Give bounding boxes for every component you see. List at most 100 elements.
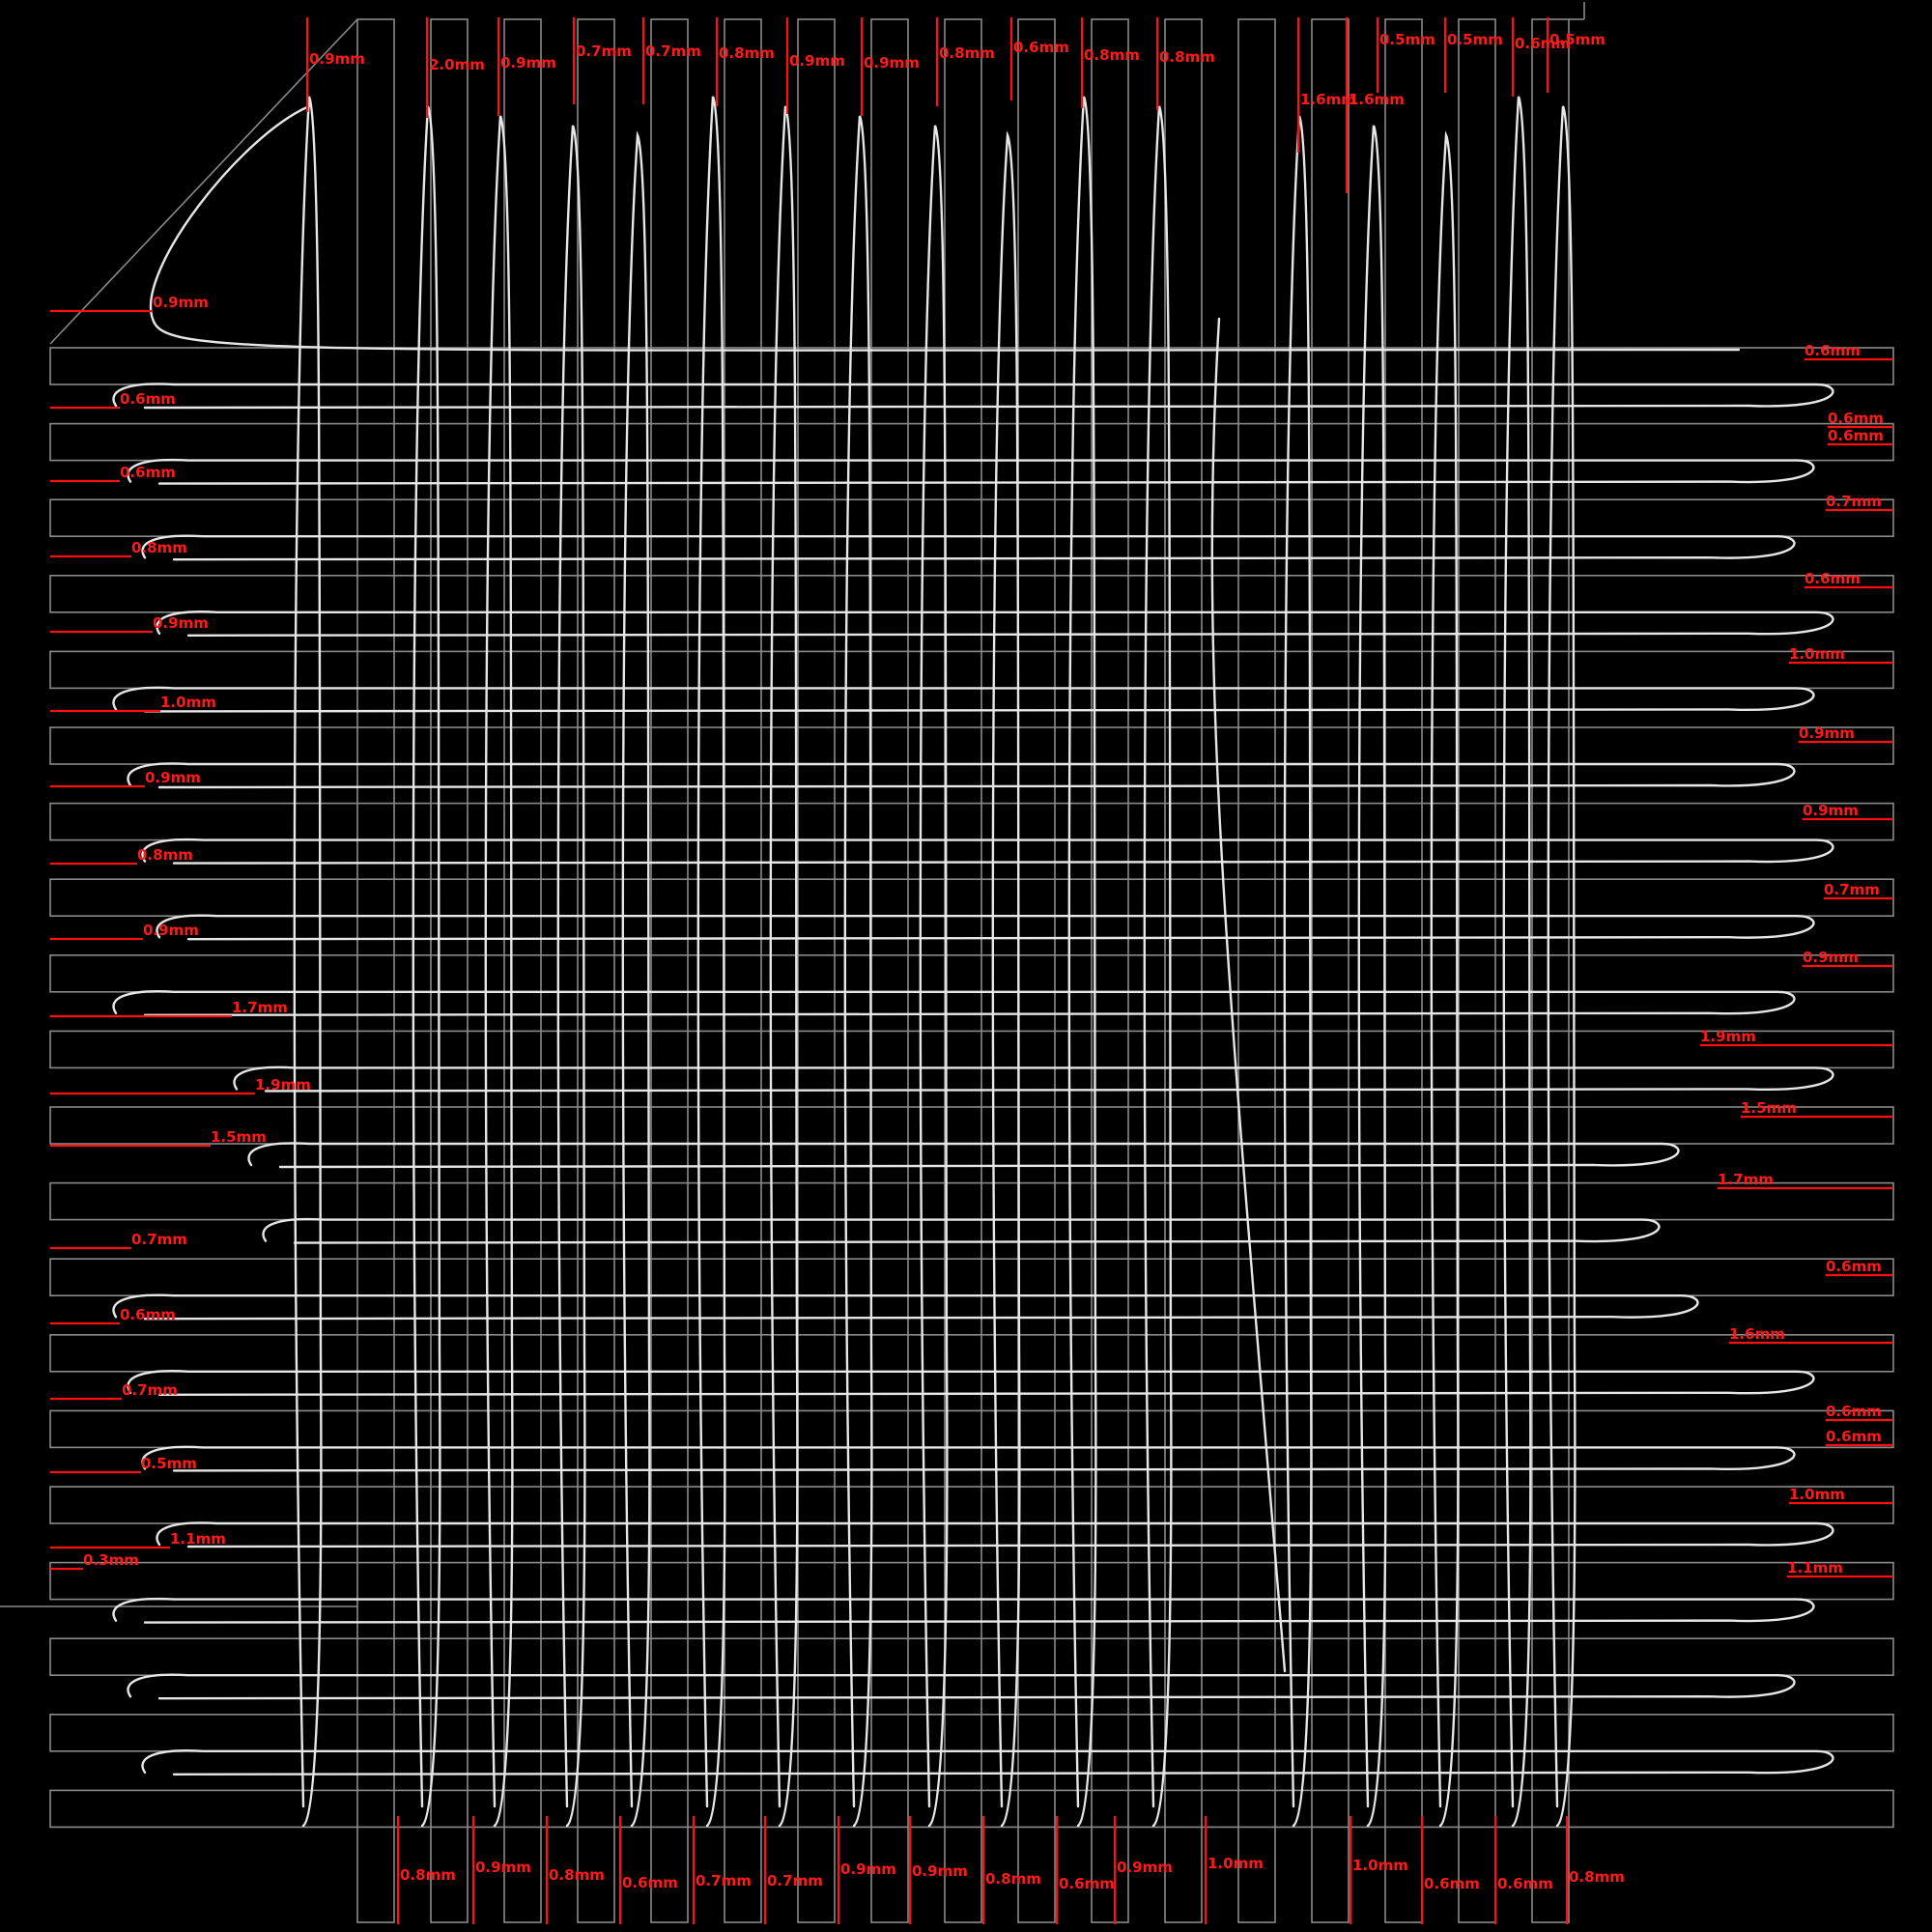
vertical-trace — [698, 97, 725, 1826]
horizontal-trace — [143, 1447, 1795, 1471]
right-measurement-label: 1.0mm — [1789, 645, 1845, 663]
horizontal-lane-outline — [50, 348, 1893, 384]
vertical-trace — [486, 116, 513, 1826]
vertical-trace — [1432, 135, 1459, 1826]
left-measurement-label: 1.5mm — [211, 1128, 267, 1146]
bottom-measurement-label: 0.8mm — [985, 1870, 1041, 1888]
left-measurement-label: 0.3mm — [83, 1551, 139, 1569]
vertical-trace — [1145, 106, 1172, 1826]
left-measurement-label: 0.8mm — [131, 539, 187, 556]
horizontal-lane-outline — [50, 1107, 1893, 1144]
horizontal-trace — [128, 1371, 1814, 1395]
bottom-measurement-label: 0.9mm — [475, 1859, 531, 1876]
bottom-measurement-label: 1.0mm — [1208, 1855, 1264, 1872]
right-measurement-label: 0.9mm — [1803, 949, 1859, 966]
bottom-measurement-label: 0.8mm — [1569, 1868, 1625, 1886]
horizontal-trace — [114, 991, 1795, 1015]
horizontal-lane-outline — [50, 1715, 1893, 1751]
vertical-trace — [623, 135, 650, 1826]
top-measurement-label: 0.9mm — [789, 52, 845, 70]
left-measurement-label: 0.9mm — [153, 614, 209, 632]
vertical-lane-outline — [1312, 19, 1349, 1922]
top-measurement-label: 0.9mm — [500, 54, 556, 71]
horizontal-lane-outline — [50, 1335, 1893, 1372]
right-measurement-label: 1.5mm — [1741, 1099, 1797, 1117]
bottom-measurement-label: 0.6mm — [1497, 1875, 1553, 1892]
right-measurement-label: 1.7mm — [1718, 1171, 1774, 1188]
vertical-lane-outline — [798, 19, 835, 1922]
horizontal-trace — [143, 839, 1833, 864]
left-measurement-label: 0.8mm — [137, 846, 193, 864]
traces — [114, 97, 1833, 1826]
horizontal-trace — [143, 1750, 1833, 1775]
vertical-trace — [1359, 126, 1386, 1826]
bottom-measurement-label: 0.9mm — [840, 1861, 896, 1878]
horizontal-lane-outline — [50, 1259, 1893, 1295]
vertical-lane-outline — [357, 19, 394, 1922]
horizontal-lane-outline — [50, 879, 1893, 916]
bottom-measurement-label: 0.6mm — [1424, 1875, 1480, 1892]
right-measurement-label: 0.7mm — [1826, 493, 1882, 510]
bottom-measurement-label: 0.8mm — [549, 1866, 605, 1884]
top-measurement-label: 0.8mm — [1084, 46, 1140, 64]
horizontal-lane-outline — [50, 804, 1893, 840]
left-measurement-label: 0.5mm — [141, 1455, 197, 1472]
left-measurement-label: 0.9mm — [153, 294, 209, 311]
top-measurement-label: 0.9mm — [864, 54, 920, 71]
horizontal-lane-outline — [50, 1563, 1893, 1600]
left-measurement-label: 0.7mm — [131, 1231, 187, 1248]
top-measurement-label: 0.8mm — [719, 44, 775, 62]
vertical-trace — [1548, 106, 1576, 1826]
left-measurement-label: 0.6mm — [120, 390, 176, 408]
horizontal-trace — [114, 1295, 1698, 1320]
right-measurement-label: 0.6mm — [1828, 427, 1884, 444]
horizontal-lane-outline — [50, 1410, 1893, 1447]
horizontal-trace — [143, 536, 1795, 560]
vertical-lane-outline — [1018, 19, 1055, 1922]
top-measurement-label: 0.6mm — [1013, 39, 1069, 56]
right-measurement-label: 0.6mm — [1826, 1258, 1882, 1275]
horizontal-lane-outline — [50, 1487, 1893, 1523]
horizontal-lane-outline — [50, 1790, 1893, 1827]
horizontal-trace — [128, 460, 1814, 484]
bottom-measurement-label: 0.7mm — [767, 1872, 823, 1889]
horizontal-lane-outline — [50, 499, 1893, 536]
vertical-trace — [295, 97, 322, 1826]
horizontal-trace — [235, 1067, 1833, 1092]
horizontal-trace — [128, 1675, 1795, 1699]
bottom-measurement-label: 0.9mm — [912, 1862, 968, 1880]
horizontal-lane-outline — [50, 651, 1893, 688]
right-measurement-label: 0.9mm — [1803, 802, 1859, 819]
vertical-lane-outline — [1238, 19, 1275, 1922]
left-measurement-label: 0.6mm — [120, 464, 176, 481]
horizontal-trace — [157, 916, 1814, 940]
horizontal-trace — [128, 763, 1795, 787]
vertical-trace — [771, 106, 798, 1826]
vertical-lane-outline — [724, 19, 761, 1922]
right-measurement-label: 0.6mm — [1826, 1428, 1882, 1445]
right-measurement-label: 1.9mm — [1700, 1028, 1756, 1045]
left-measurement-label: 1.7mm — [232, 999, 288, 1016]
horizontal-trace — [249, 1143, 1679, 1167]
left-measurement-label: 0.9mm — [145, 769, 201, 786]
top-measurement-label: 0.8mm — [939, 44, 995, 62]
horizontal-lane-outline — [50, 424, 1893, 461]
left-measurement-label: 0.9mm — [143, 922, 199, 939]
right-measurement-label: 1.0mm — [1789, 1486, 1845, 1503]
horizontal-lane-outline — [50, 576, 1893, 612]
horizontal-trace — [264, 1219, 1660, 1243]
vertical-trace — [1504, 97, 1531, 1826]
horizontal-lane-outline — [50, 1638, 1893, 1675]
top-measurement-label: 2.0mm — [429, 56, 485, 73]
right-measurement-label: 1.1mm — [1787, 1559, 1843, 1577]
vertical-trace — [993, 135, 1020, 1826]
right-measurement-label: 0.9mm — [1799, 724, 1855, 742]
vertical-lane-outline — [1385, 19, 1422, 1922]
vertical-lane-outline — [1092, 19, 1128, 1922]
bottom-measurement-label: 0.8mm — [400, 1866, 456, 1884]
right-measurement-label: 0.6mm — [1826, 1403, 1882, 1420]
right-measurement-label: 0.6mm — [1804, 342, 1861, 359]
vertical-lane-outline — [1459, 19, 1495, 1922]
top-measurement-label: 0.8mm — [1159, 48, 1215, 66]
